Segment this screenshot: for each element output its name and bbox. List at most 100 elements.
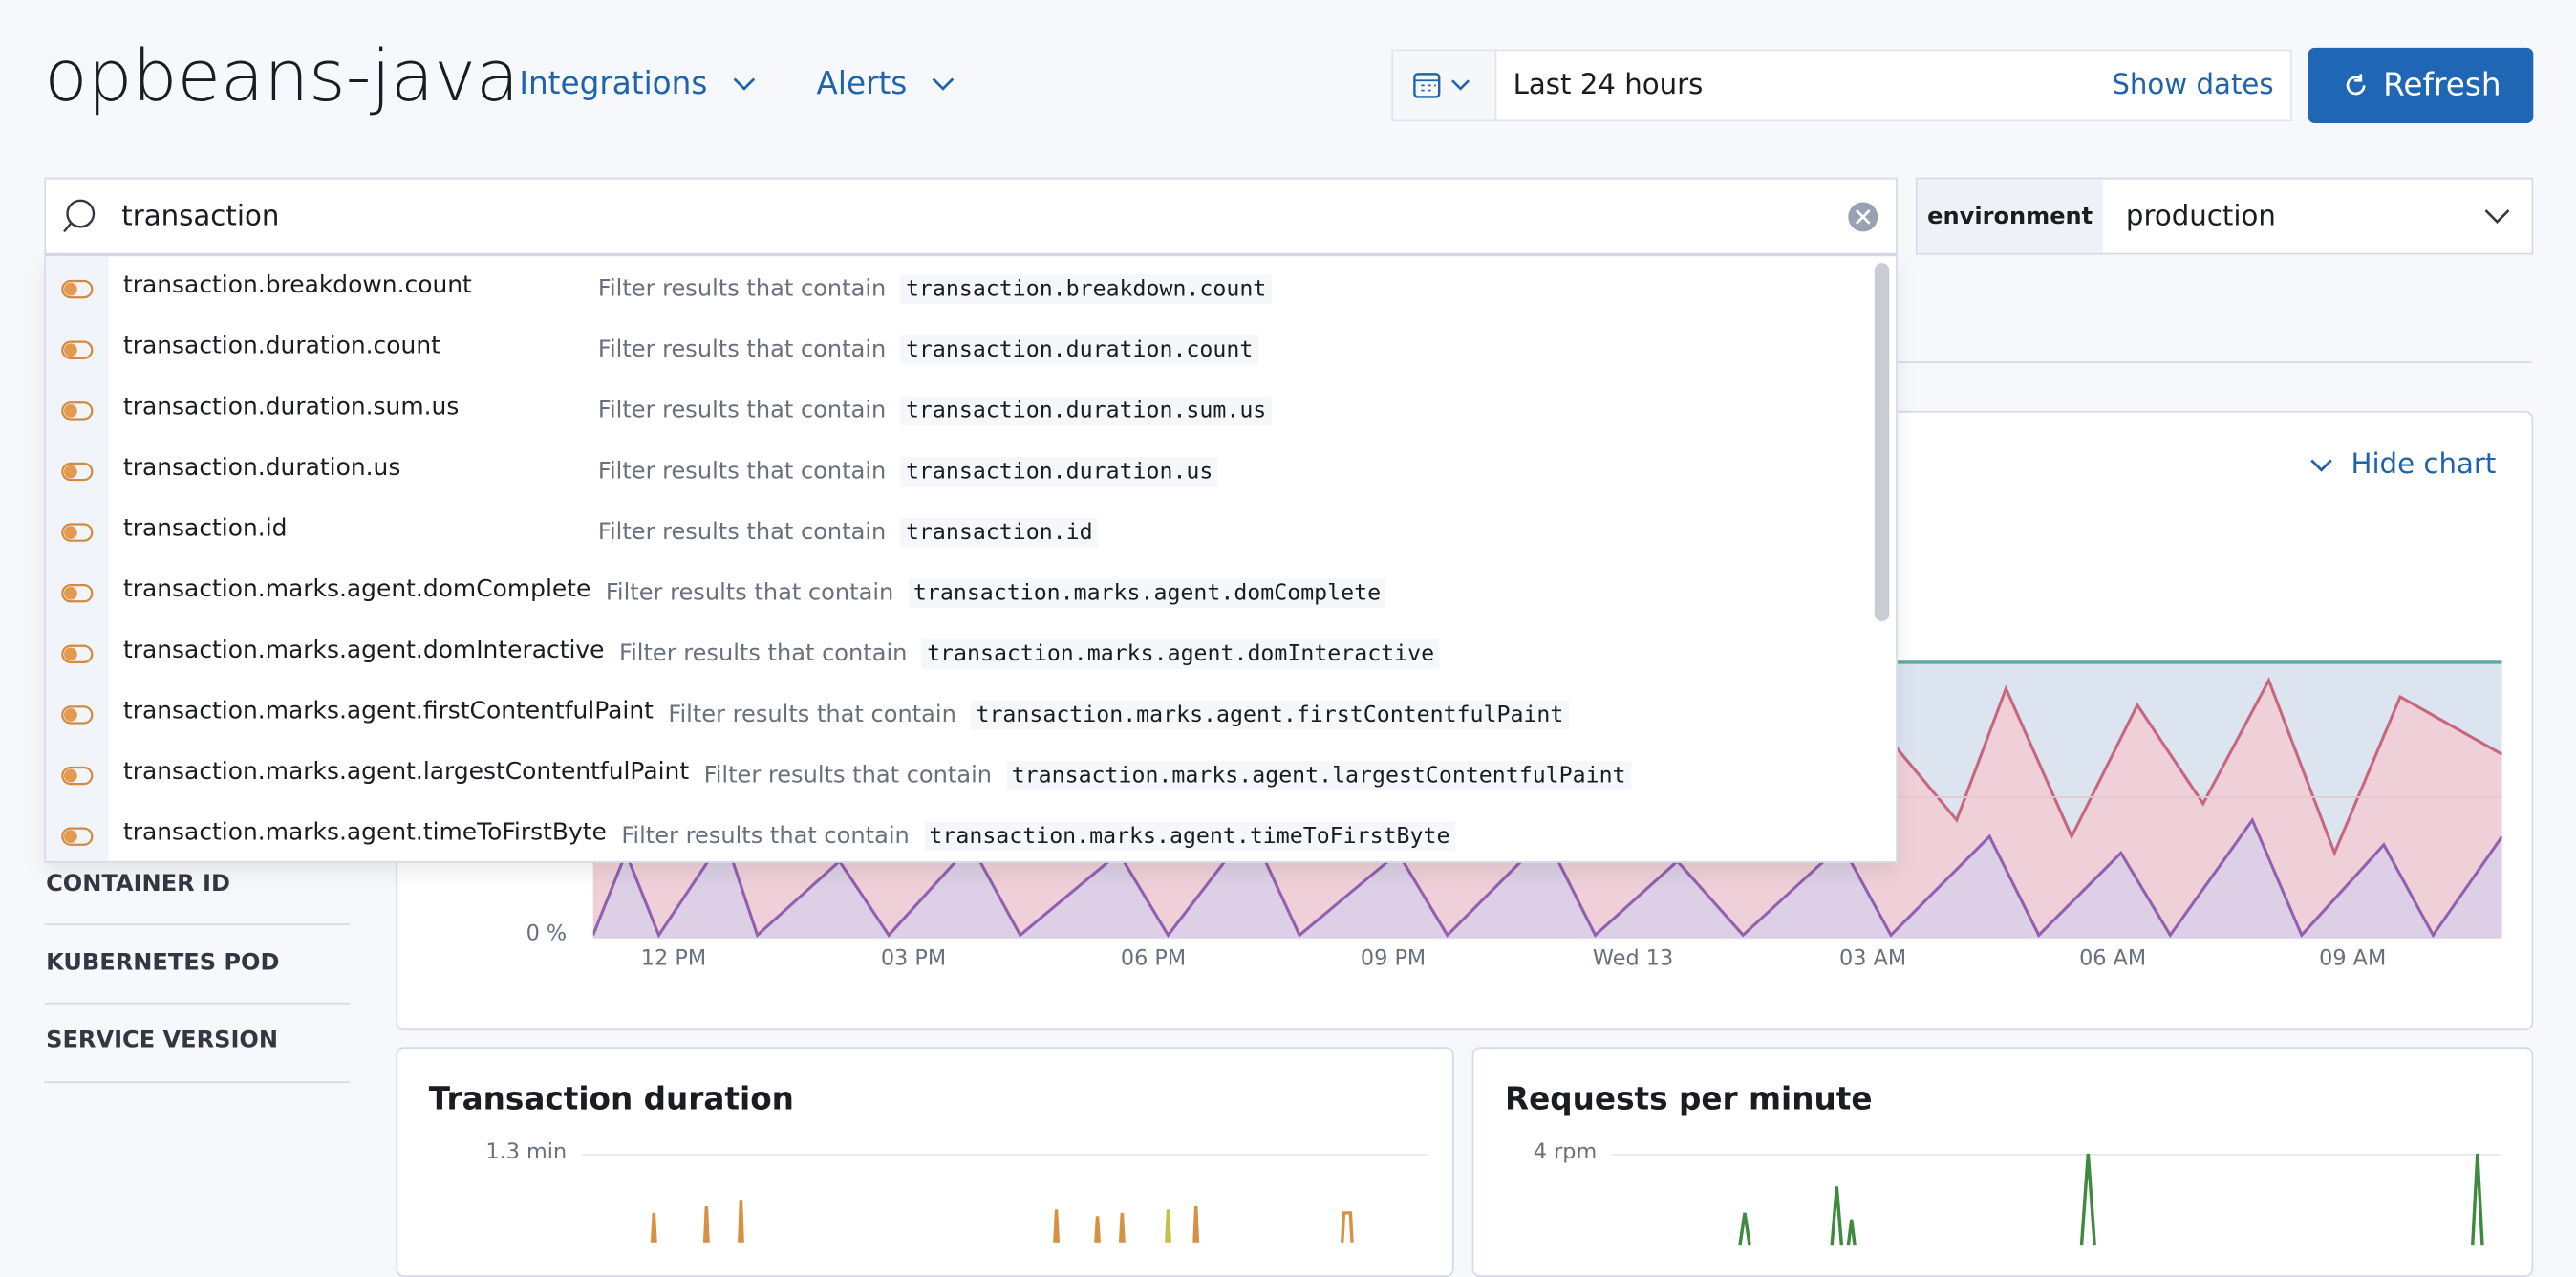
field-icon [46, 583, 108, 603]
field-code: transaction.id [900, 516, 1098, 547]
search-input[interactable]: transaction [121, 199, 280, 233]
field-icon [46, 826, 108, 846]
toggle-label: Hide chart [2351, 448, 2497, 482]
chevron [2310, 459, 2332, 472]
field-icon [46, 461, 108, 481]
field-icon-svg [61, 643, 94, 663]
field-name: transaction.marks.agent.timeToFirstByte [122, 819, 607, 846]
integrations-menu[interactable]: Integrations [519, 66, 757, 102]
search-bar[interactable]: transaction [44, 177, 1898, 255]
page: opbeans-java { "header": { "title": "opb… [44, 35, 2534, 1277]
description: Filter results that contain [618, 639, 908, 667]
description: Filter results that contain [621, 822, 910, 850]
field-code: transaction.marks.agent.domComplete [908, 577, 1386, 608]
alerts-menu[interactable]: Alerts [817, 66, 956, 102]
description: Filter results that contain [597, 274, 887, 302]
x-axis-label: 12 PM [640, 946, 707, 972]
filter-label: environment [1917, 179, 2103, 253]
filter-value: production [2125, 199, 2276, 233]
panel-title: Transaction duration [428, 1081, 794, 1118]
suggestion[interactable]: transaction.duration.us Filter results th… [46, 441, 1870, 502]
clear-button[interactable] [1840, 200, 1896, 232]
suggestion[interactable]: transaction.duration.sum.us Filter result… [46, 379, 1870, 441]
x-axis-label: 06 AM [2079, 946, 2147, 972]
field-icon-svg [61, 400, 94, 420]
field-code: transaction.breakdown.count [900, 273, 1272, 304]
sidebar-item[interactable]: KUBERNETES POD [46, 949, 280, 977]
description: Filter results that contain [597, 397, 887, 423]
description: Filter results that contain [668, 701, 956, 727]
field-code: transaction.marks.agent.timeToFirstByte [924, 820, 1455, 851]
suggestions-dropdown: transaction.breakdown.count Filter result… [44, 254, 1898, 863]
field-icon-svg [61, 279, 94, 298]
y-axis-label: 4 rpm [1533, 1140, 1598, 1166]
x-axis-label: 03 AM [1839, 946, 1907, 972]
suggestion[interactable]: transaction.marks.agent.firstContentfulP… [46, 683, 1870, 745]
suggestion[interactable]: transaction.duration.count Filter results… [46, 319, 1870, 380]
suggestion[interactable]: transaction.marks.agent.domInteractive Fi… [46, 623, 1870, 684]
suggestion[interactable]: transaction.breakdown.count Filter result… [46, 258, 1870, 319]
date-picker: Last 24 hours Show dates [1391, 49, 2292, 122]
environment-filter[interactable]: environment production [1915, 177, 2534, 255]
field-icon-svg [61, 826, 94, 846]
field-icon-svg [61, 522, 94, 541]
x-axis-label: 09 PM [1360, 946, 1427, 972]
hide-chart[interactable]: Hide chart [2308, 448, 2497, 482]
field-icon-svg [61, 583, 94, 602]
divider [44, 1002, 351, 1005]
field-name: transaction.marks.agent.domInteractive [122, 637, 605, 663]
field-code: transaction.marks.agent.domInteractive [921, 638, 1440, 668]
date-range[interactable]: Last 24 hours [1513, 69, 1704, 102]
field-code: transaction.marks.agent.firstContentfulP… [971, 699, 1569, 729]
chevron [932, 77, 955, 91]
chevron [2484, 208, 2510, 224]
nav-label: Integrations [519, 65, 708, 102]
description: Filter results that contain [597, 457, 887, 485]
search-icon [63, 198, 96, 232]
requests-panel: Requests per minute 4 rpm [1471, 1047, 2534, 1277]
field-name: transaction.marks.agent.firstContentfulP… [122, 697, 654, 725]
suggestion[interactable]: transaction.marks.agent.domComplete Filte… [46, 562, 1870, 623]
page-title: opbeans-java [44, 35, 520, 119]
body: opbeans-java Integrations Alerts Last 24… [44, 35, 2534, 1277]
field-icon [46, 765, 108, 785]
chevron [732, 77, 755, 91]
panel-title: Requests per minute [1504, 1081, 1873, 1118]
sidebar-item[interactable]: CONTAINER ID [46, 871, 231, 898]
x-axis-label: Wed 13 [1592, 946, 1674, 972]
grid-line [1611, 1154, 2502, 1156]
duration-panel: Transaction duration 1.3 min [396, 1047, 1454, 1277]
field-name: transaction.duration.sum.us [122, 393, 460, 421]
scrollbar[interactable] [1874, 263, 1890, 621]
field-name: transaction.marks.agent.domComplete [122, 575, 591, 603]
app: opbeans-java Integrations Alerts Last 24… [44, 35, 2534, 1277]
y-axis-label: 1.3 min [485, 1140, 568, 1166]
suggestion[interactable]: transaction.id Filter results that contai… [46, 501, 1870, 562]
description: Filter results that contain [597, 335, 887, 363]
sidebar-item[interactable]: SERVICE VERSION [46, 1027, 279, 1054]
field-name: transaction.duration.us [122, 454, 401, 481]
field-icon-svg [61, 339, 94, 359]
y-axis-label: 0 % [526, 921, 568, 947]
grid-line [581, 1154, 1428, 1156]
field-icon [46, 400, 108, 421]
field-name: transaction.duration.count [122, 333, 440, 359]
description: Filter results that contain [597, 518, 887, 545]
calendar-button[interactable] [1393, 51, 1497, 120]
show-dates[interactable]: Show dates [2112, 69, 2274, 102]
divider [44, 923, 351, 926]
button-label: Refresh [2383, 67, 2501, 104]
field-icon [46, 704, 108, 725]
refresh-button[interactable]: Refresh [2308, 47, 2534, 123]
calendar-icon [1413, 73, 1470, 98]
field-code: transaction.marks.agent.largestContentfu… [1006, 760, 1631, 790]
field-name: transaction.breakdown.count [122, 271, 472, 299]
field-code: transaction.duration.sum.us [900, 395, 1272, 425]
suggestion[interactable]: transaction.marks.agent.timeToFirstByte F… [46, 806, 1870, 861]
suggestion[interactable]: transaction.marks.agent.largestContentfu… [46, 745, 1870, 806]
refresh-icon [2345, 74, 2365, 96]
field-icon [46, 643, 108, 663]
field-icon-svg [61, 704, 94, 724]
field-icon [46, 278, 108, 298]
field-icon-svg [61, 765, 94, 785]
